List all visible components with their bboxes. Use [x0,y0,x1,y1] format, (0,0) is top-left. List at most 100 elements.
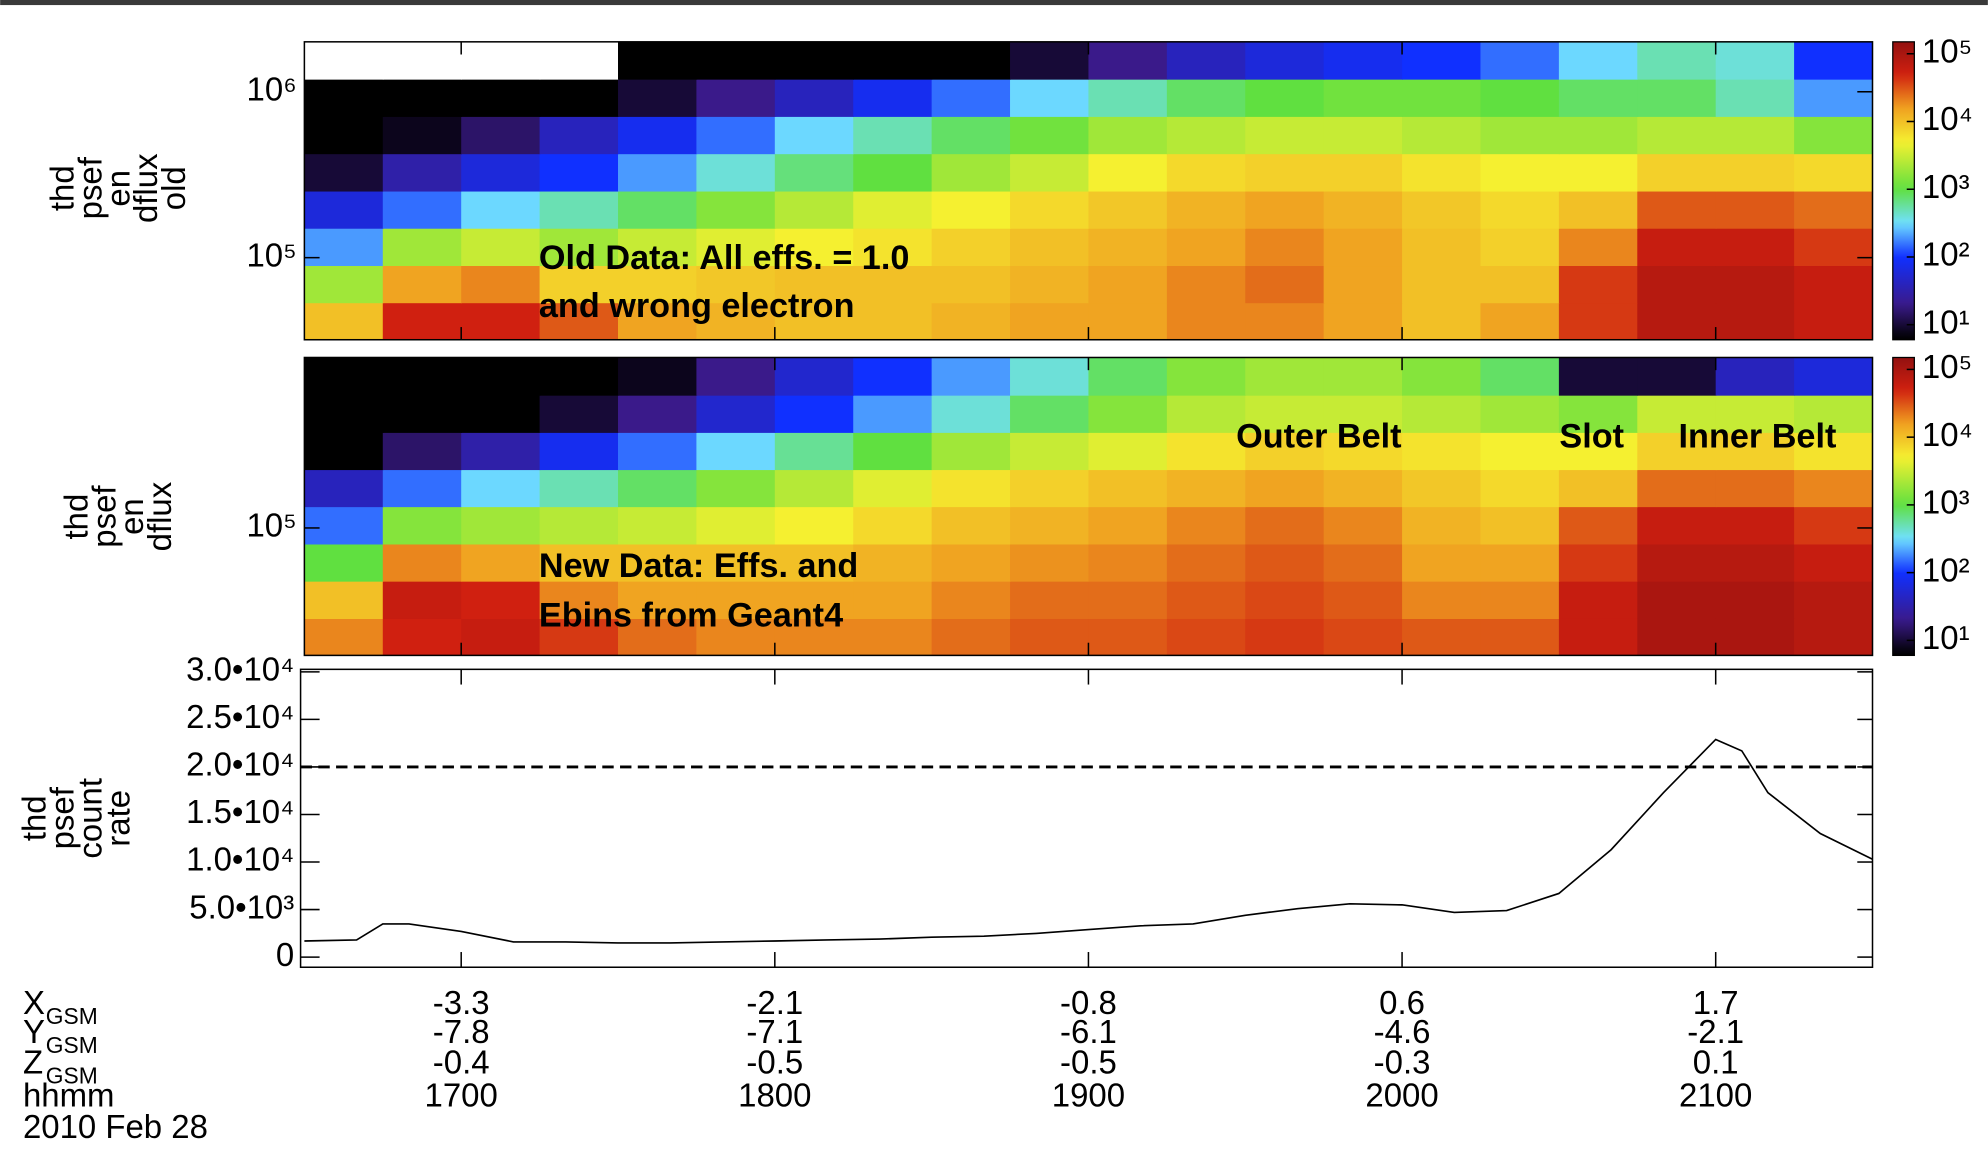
heatmap-cell [382,116,462,155]
heatmap-cell [304,41,384,80]
heatmap-cell [853,265,933,304]
heatmap-cell [1637,357,1717,396]
heatmap-cells [304,357,1873,656]
heatmap-cell [382,265,462,304]
heatmap-cell [1637,394,1717,433]
heatmap-cell [1323,618,1403,656]
y-tick-label: 3.0•10⁴ [186,651,294,688]
heatmap-cell [1715,78,1795,117]
heatmap-cell [1166,618,1247,656]
heatmap-cell [774,618,854,656]
heatmap-cell [1010,580,1090,619]
heatmap-cell [1558,153,1639,192]
ephemeris-value: -3.3 [433,984,490,1021]
heatmap-cell [461,357,541,396]
heatmap-cell [1402,580,1482,619]
heatmap-cell [1166,357,1247,396]
y-tick-label: 2.0•10⁴ [186,746,294,783]
heatmap-cell [1088,302,1168,340]
heatmap-cell [382,469,462,508]
heatmap-cell [1480,153,1560,192]
heatmap-cell [774,357,854,396]
heatmap-cell [618,580,698,619]
y-axis-label-line: dflux [127,153,164,223]
heatmap-cell [1715,357,1795,396]
heatmap-cell [696,265,776,304]
heatmap-cell [618,618,698,656]
heatmap-cell [461,190,541,229]
heatmap-cell [853,506,933,545]
heatmap-cell [774,506,854,545]
heatmap-cell [304,432,384,471]
count-rate-line [304,738,1873,944]
heatmap-cell [1010,506,1090,545]
ephemeris-value: -7.8 [433,1013,490,1050]
heatmap-cell [1323,580,1403,619]
heatmap-cell [1480,506,1560,545]
y-axis-label-line: psef [71,156,108,219]
heatmap-cell [1323,394,1403,433]
heatmap-cell [1323,302,1403,340]
heatmap-cell [1088,618,1168,656]
heatmap-cell [774,580,854,619]
heatmap-cell [618,432,698,471]
heatmap-cell [1794,116,1873,155]
heatmap-cell [1245,469,1325,508]
heatmap-cell [618,153,698,192]
heatmap-cell [1480,78,1560,117]
heatmap-cell [1637,116,1717,155]
heatmap-cell [774,190,854,229]
heatmap-cell [1323,506,1403,545]
y-axis-label-line: en [99,170,136,207]
heatmap-cell [461,469,541,508]
y-axis-label-line: thd [57,494,94,540]
heatmap-cell [853,580,933,619]
heatmap-cell [1245,506,1325,545]
heatmap-cell [853,227,933,267]
x-tick-label: 1700 [425,1077,498,1114]
heatmap-cell [853,469,933,508]
heatmap-cell [1088,357,1168,396]
heatmap-cell [1245,227,1325,267]
heatmap-cell [539,469,619,508]
heatmap-cell [696,78,776,117]
heatmap-cell [853,116,933,155]
heatmap-cell [1715,153,1795,192]
heatmap-cell [1637,543,1717,582]
heatmap-cell [853,618,933,656]
heatmap-cell [1010,432,1090,471]
heatmap-cell [1794,432,1873,471]
heatmap-cell [539,432,619,471]
heatmap-cell [853,190,933,229]
y-axis-label-line: count [71,778,108,859]
heatmap-cell [539,265,619,304]
heatmap-cell [539,618,619,656]
heatmap-cell [1245,265,1325,304]
heatmap-cell [382,394,462,433]
heatmap-cell [1794,227,1873,267]
heatmap-cell [1166,227,1247,267]
heatmap-cell [1166,78,1247,117]
heatmap-cell [1637,41,1717,80]
heatmap-cell [1637,153,1717,192]
ephemeris-value: -0.8 [1060,984,1117,1021]
heatmap-cell [1558,116,1639,155]
heatmap-cell [774,265,854,304]
heatmap-cell [1715,432,1795,471]
y-axis-label-line: en [113,498,150,535]
heatmap-cell [1323,357,1403,396]
ephemeris-sub: GSM [46,1063,98,1089]
heatmap-cell [1715,302,1795,340]
heatmap-cell [1715,265,1795,304]
heatmap-cell [774,153,854,192]
heatmap-cell [853,543,933,582]
heatmap-cell [1794,357,1873,396]
heatmap-cell [382,302,462,340]
heatmap-cell [1402,469,1482,508]
y-tick-label: 1.5•10⁴ [186,793,294,830]
heatmap-cell [1715,618,1795,656]
heatmap-cell [1558,302,1639,340]
heatmap-cell [696,543,776,582]
